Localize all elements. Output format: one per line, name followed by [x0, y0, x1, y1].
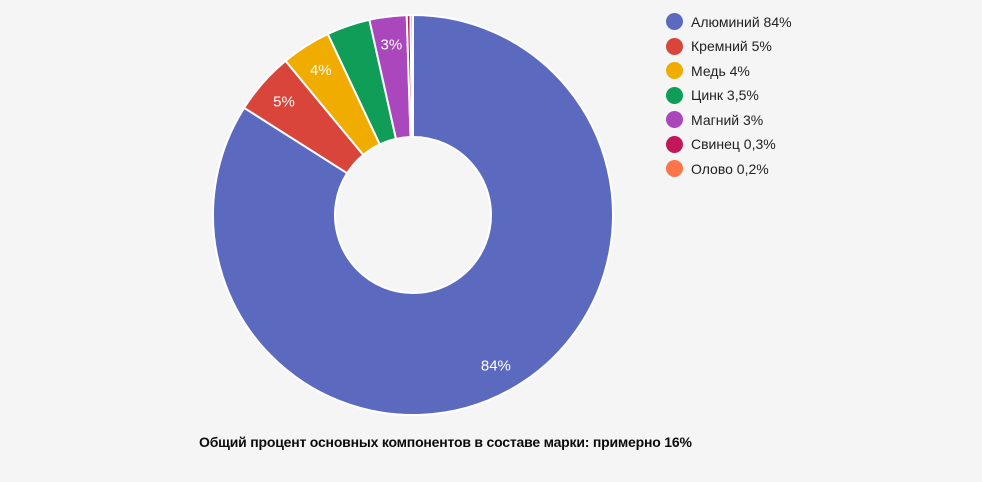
legend-swatch-silicon — [666, 37, 683, 55]
legend-item-zinc[interactable]: Цинк 3,5% — [666, 86, 792, 104]
legend-swatch-copper — [666, 62, 683, 79]
slice-percent-label-silicon: 5% — [273, 93, 295, 110]
legend-swatch-magnesium — [666, 111, 683, 128]
slice-percent-label-magnesium: 3% — [381, 36, 403, 53]
legend-item-aluminium[interactable]: Алюминий 84% — [666, 13, 792, 30]
legend-label-magnesium: Магний 3% — [691, 111, 764, 128]
pie-slice-aluminium[interactable] — [212, 14, 614, 416]
legend-label-tin: Олово 0,2% — [691, 160, 769, 177]
slice-percent-label-aluminium: 84% — [481, 358, 511, 375]
pie-slice-tin[interactable] — [409, 14, 414, 139]
chart-legend: Алюминий 84% Кремний 5% Медь 4% Цинк 3,5% Ма… — [666, 13, 792, 177]
legend-item-silicon[interactable]: Кремний 5% — [666, 37, 792, 55]
legend-swatch-lead — [666, 135, 683, 153]
legend-label-aluminium: Алюминий 84% — [691, 13, 792, 30]
legend-swatch-tin — [666, 160, 683, 177]
legend-item-magnesium[interactable]: Магний 3% — [666, 111, 792, 128]
slice-percent-label-copper: 4% — [310, 62, 332, 79]
legend-item-lead[interactable]: Свинец 0,3% — [666, 135, 792, 153]
legend-label-zinc: Цинк 3,5% — [691, 87, 759, 103]
legend-label-copper: Медь 4% — [691, 62, 750, 79]
legend-swatch-zinc — [666, 86, 683, 104]
chart-caption: Общий процент основных компонентов в сос… — [199, 434, 692, 450]
legend-item-tin[interactable]: Олово 0,2% — [666, 160, 792, 177]
legend-item-copper[interactable]: Медь 4% — [666, 62, 792, 79]
legend-label-lead: Свинец 0,3% — [691, 136, 776, 152]
legend-label-silicon: Кремний 5% — [691, 38, 772, 54]
legend-swatch-aluminium — [666, 13, 683, 30]
